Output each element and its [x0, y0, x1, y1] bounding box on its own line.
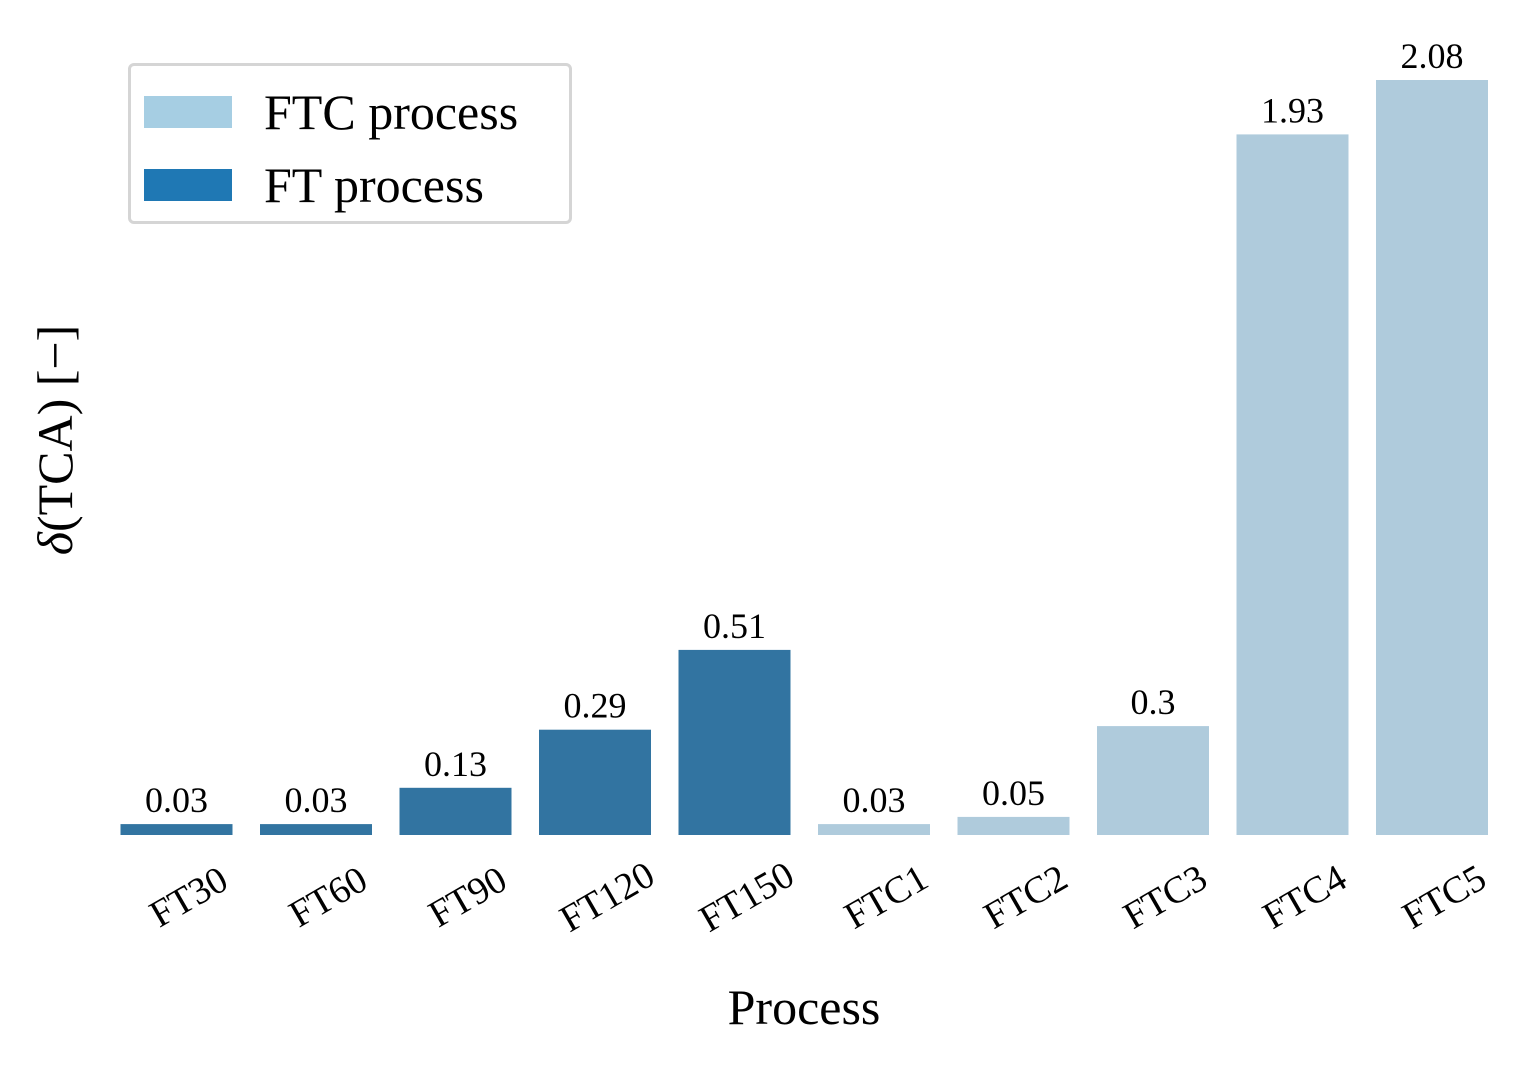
- legend-swatch-ftc: [144, 96, 232, 128]
- bar-ftc2: [957, 816, 1070, 835]
- legend-swatch-ft: [144, 169, 232, 201]
- bar-ftc4: [1236, 134, 1349, 835]
- x-tick-label-ftc3: FTC3: [1116, 857, 1214, 938]
- data-label-ft90: 0.13: [424, 744, 487, 784]
- x-tick-label-ft150: FT150: [692, 854, 801, 941]
- bar-ft90: [399, 787, 512, 835]
- data-label-ft150: 0.51: [703, 606, 766, 646]
- data-label-ftc5: 2.08: [1401, 36, 1464, 76]
- y-axis-label: δ(TCA) [−]: [26, 325, 84, 556]
- x-tick-label-ft30: FT30: [143, 858, 235, 936]
- x-tick-label-ftc4: FTC4: [1256, 857, 1354, 938]
- legend-label-ftc: FTC process: [264, 84, 519, 140]
- x-tick-label-ft90: FT90: [422, 858, 514, 936]
- bar-ft30: [120, 824, 233, 835]
- bar-ft60: [260, 824, 372, 835]
- data-label-ft60: 0.03: [285, 780, 348, 820]
- bar-ft150: [678, 649, 791, 835]
- y-axis-label-symbol: δ: [27, 532, 83, 556]
- data-label-ft30: 0.03: [145, 780, 208, 820]
- bar-ftc3: [1097, 726, 1209, 835]
- x-tick-label-ft60: FT60: [282, 858, 374, 936]
- x-tick-label-ftc2: FTC2: [977, 857, 1075, 938]
- bar-ftc1: [818, 824, 930, 835]
- x-tick-label-ft120: FT120: [553, 854, 662, 941]
- y-axis-label-text: (TCA) [−]: [27, 324, 83, 533]
- data-label-ft120: 0.29: [564, 686, 627, 726]
- data-label-ftc4: 1.93: [1261, 90, 1324, 130]
- bar-ft120: [539, 729, 651, 835]
- legend-label-ft: FT process: [264, 157, 484, 213]
- data-label-ftc1: 0.03: [843, 780, 906, 820]
- legend-item-ftc: FTC process: [144, 87, 518, 137]
- legend: FTC process FT process: [128, 63, 572, 224]
- legend-item-ft: FT process: [144, 160, 484, 210]
- x-axis-label: Process: [727, 979, 881, 1035]
- data-label-ftc3: 0.3: [1131, 682, 1176, 722]
- data-label-ftc2: 0.05: [982, 773, 1045, 813]
- bar-ftc5: [1376, 80, 1488, 835]
- x-tick-label-ftc5: FTC5: [1395, 857, 1493, 938]
- x-tick-label-ftc1: FTC1: [837, 857, 935, 938]
